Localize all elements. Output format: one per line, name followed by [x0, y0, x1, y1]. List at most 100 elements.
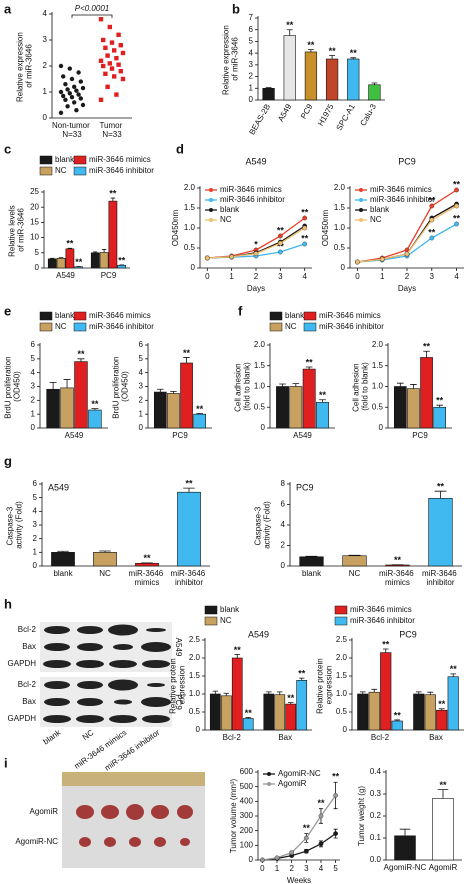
bar — [436, 709, 448, 731]
error-bar — [234, 654, 240, 658]
x-tick-label: H1975 — [316, 102, 336, 127]
chart-title: A549 — [248, 629, 269, 639]
bar — [117, 264, 127, 269]
significance: ** — [143, 553, 151, 563]
text-line: inhibitor — [175, 578, 203, 587]
bar — [407, 388, 420, 429]
bar — [380, 652, 392, 731]
error-bar — [394, 719, 401, 721]
significance: ** — [428, 195, 436, 205]
blot-row-label: Bax — [22, 697, 36, 706]
panel-label: d — [176, 141, 184, 156]
y-tick-label: 6 — [281, 500, 286, 509]
x-axis-label: Days — [398, 284, 416, 293]
bar — [193, 413, 207, 429]
error-bar — [50, 257, 55, 259]
significance: ** — [277, 225, 285, 235]
y-tick-label: 4 — [31, 368, 36, 377]
significance: ** — [438, 699, 446, 709]
text-line: of miR-3646 — [231, 37, 240, 81]
error-bar — [436, 404, 443, 408]
blot-bands — [43, 624, 171, 723]
significance: ** — [306, 357, 314, 367]
bar — [368, 84, 381, 101]
significance: ** — [428, 227, 436, 237]
error-bar — [371, 82, 378, 85]
point — [65, 87, 70, 92]
point — [61, 74, 66, 79]
chart-title: PC9 — [399, 629, 417, 639]
annotation: P<0.0001 — [75, 4, 109, 13]
y-tick-label: 3 — [33, 520, 38, 529]
y-tick-label: 0 — [249, 95, 254, 104]
blot-row-label: GAPDH — [8, 714, 37, 723]
significance: ** — [319, 390, 327, 400]
x-tick-label: 0 — [260, 864, 265, 873]
y-tick-label: 0 — [249, 855, 254, 864]
point — [303, 848, 309, 854]
y-tick-label: 15 — [30, 218, 39, 227]
photo-row-label: AgomiR — [30, 807, 59, 816]
y-tick-label: 2 — [249, 72, 254, 81]
legend-swatch — [334, 605, 348, 615]
error-bar — [410, 384, 417, 389]
error-bar — [49, 381, 57, 390]
legend-label: blank — [55, 311, 75, 320]
error-bar — [305, 366, 313, 370]
point — [72, 84, 77, 90]
legend-swatch — [209, 208, 213, 212]
text-line: (OD450) — [121, 371, 130, 402]
y-tick-label: 2 — [31, 395, 36, 404]
bar — [342, 555, 367, 567]
point — [69, 95, 75, 100]
ruler — [62, 772, 205, 786]
bar — [368, 691, 380, 731]
point — [289, 850, 295, 856]
legend-label: blank — [370, 205, 390, 214]
error-bar — [438, 708, 445, 711]
legend-swatch — [204, 616, 218, 626]
legend-label: miR-3646 mimics — [319, 311, 381, 320]
y-tick-label: 400 — [240, 796, 254, 805]
y-tick-label: 1.0 — [334, 223, 346, 232]
text-line: mimics — [135, 578, 160, 587]
point — [454, 203, 459, 209]
legend-swatch — [359, 218, 363, 222]
western-blot: h Bcl-2 Bax GAPDH Bcl-2 Bax GAPDH A549 P… — [4, 596, 183, 772]
x-tick-label: 1 — [380, 272, 385, 281]
y-tick-label: 2.0 — [336, 653, 348, 662]
error-bar — [212, 690, 219, 694]
legend-label: AgomiR-NC — [278, 769, 321, 778]
point — [429, 203, 435, 209]
point — [118, 69, 123, 74]
panel-label: a — [4, 1, 12, 16]
error-bar — [245, 717, 251, 719]
point — [80, 102, 86, 108]
legend-swatch — [267, 772, 271, 776]
point — [318, 841, 324, 847]
legend-label: miR-3646 mimics — [220, 185, 282, 194]
y-tick-label: 25 — [30, 187, 39, 196]
significance: ** — [382, 639, 390, 649]
y-tick-label: 5 — [35, 248, 40, 257]
significance: ** — [298, 669, 306, 679]
line — [262, 833, 336, 861]
panel-label: e — [4, 303, 11, 318]
error-bar — [196, 413, 203, 415]
blot-lane-label: blank — [42, 727, 64, 746]
y-axis-label: Relative levels of miR-3646 — [8, 203, 26, 257]
point — [76, 92, 81, 97]
y-tick-label: 1.5 — [189, 671, 201, 680]
significance: ** — [437, 482, 445, 492]
y-tick-label: 0.5 — [372, 402, 384, 411]
text-line: miR-3646 — [422, 569, 459, 578]
error-bar — [91, 408, 99, 411]
y-tick-label: 1.5 — [254, 361, 266, 370]
significance: ** — [91, 399, 99, 409]
x-tick-label: A549 — [276, 102, 293, 123]
error-bar — [277, 691, 283, 695]
y-tick-label: 2 — [33, 534, 38, 543]
significance: ** — [439, 780, 447, 790]
x-tick-label: 4 — [454, 272, 459, 281]
bar — [108, 200, 118, 269]
